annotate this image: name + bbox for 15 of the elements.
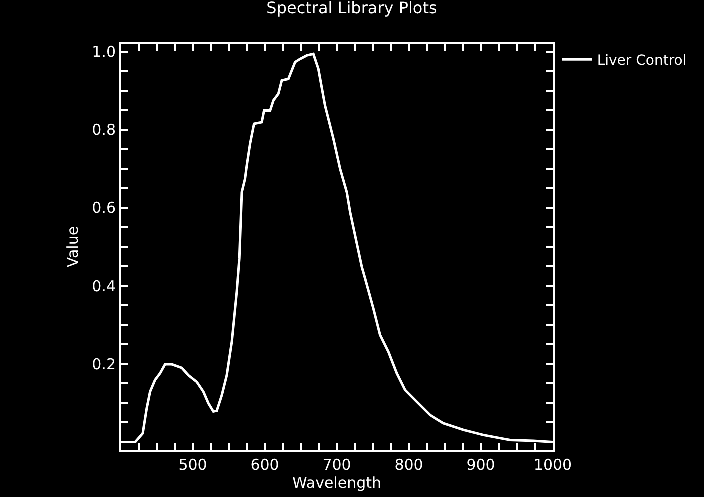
x-tick-label: 500 bbox=[178, 456, 208, 474]
y-tick-label: 0.8 bbox=[92, 121, 116, 140]
legend-label: Liver Control bbox=[597, 53, 687, 70]
y-tick-label: 0.6 bbox=[92, 199, 116, 218]
chart-title: Spectral Library Plots bbox=[266, 0, 438, 18]
x-tick-label: 1000 bbox=[534, 456, 572, 474]
y-tick-label: 0.2 bbox=[92, 355, 116, 374]
x-tick-label: 800 bbox=[394, 456, 424, 474]
x-axis-title: Wavelength bbox=[292, 474, 382, 492]
x-tick-label: 700 bbox=[322, 456, 352, 474]
y-tick-label: 0.4 bbox=[92, 277, 116, 296]
x-tick-label: 900 bbox=[466, 456, 496, 474]
y-tick-label: 1.0 bbox=[92, 43, 116, 62]
y-axis-title: Value bbox=[64, 226, 82, 268]
x-tick-label: 600 bbox=[250, 456, 280, 474]
